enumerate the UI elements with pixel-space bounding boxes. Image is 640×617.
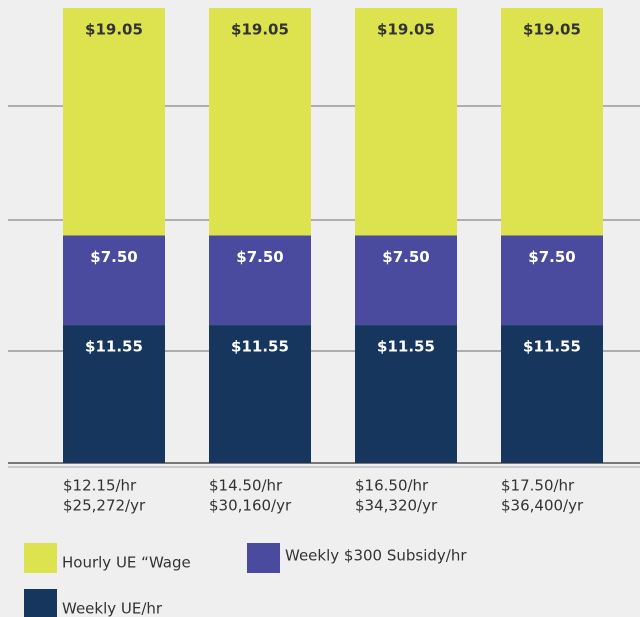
x-tick-label: $17.50/hr bbox=[501, 477, 575, 495]
x-tick-label: $30,160/yr bbox=[209, 497, 292, 515]
bar-segment bbox=[63, 8, 165, 236]
chart: $11.55 $7.50 $19.05 $12.15/hr $25,272/yr $11.… bbox=[0, 0, 640, 617]
legend-swatch bbox=[24, 543, 57, 573]
x-tick-label: $14.50/hr bbox=[209, 477, 283, 495]
bar-segment bbox=[355, 8, 457, 236]
value-label: $7.50 bbox=[236, 248, 283, 266]
legend-label: Hourly UE “Wage bbox=[62, 554, 191, 572]
value-label: $7.50 bbox=[90, 248, 137, 266]
value-label: $11.55 bbox=[523, 338, 581, 356]
value-label: $7.50 bbox=[382, 248, 429, 266]
legend-swatch bbox=[24, 589, 57, 617]
bar-segment bbox=[209, 8, 311, 236]
value-label: $11.55 bbox=[377, 338, 435, 356]
legend-label: Weekly UE/hr bbox=[62, 600, 163, 617]
legend-swatch bbox=[247, 543, 280, 573]
bar-segment bbox=[501, 8, 603, 236]
value-label: $19.05 bbox=[231, 21, 289, 39]
value-label: $11.55 bbox=[85, 338, 143, 356]
value-label: $19.05 bbox=[523, 21, 581, 39]
value-label: $7.50 bbox=[528, 248, 575, 266]
value-label: $19.05 bbox=[377, 21, 435, 39]
x-tick-label: $34,320/yr bbox=[355, 497, 438, 515]
x-tick-label: $25,272/yr bbox=[63, 497, 146, 515]
x-tick-label: $12.15/hr bbox=[63, 477, 137, 495]
value-label: $19.05 bbox=[85, 21, 143, 39]
value-label: $11.55 bbox=[231, 338, 289, 356]
x-tick-label: $16.50/hr bbox=[355, 477, 429, 495]
legend-label: Weekly $300 Subsidy/hr bbox=[285, 547, 467, 565]
x-tick-label: $36,400/yr bbox=[501, 497, 584, 515]
